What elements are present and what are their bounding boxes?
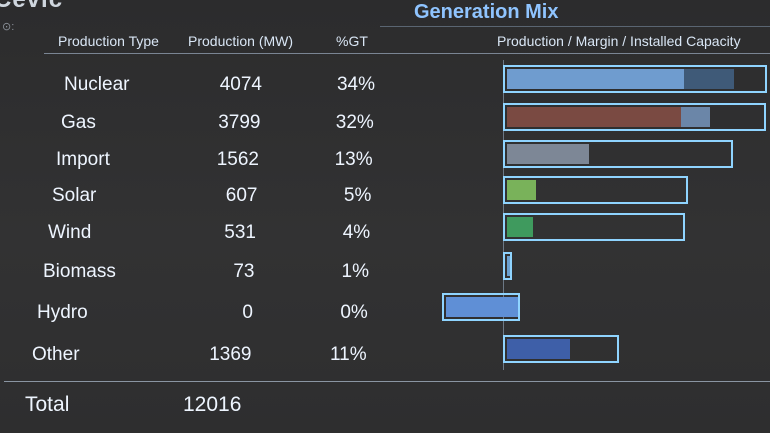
percent-gt-value: 4%	[342, 222, 371, 243]
production-mw-value: 607	[225, 185, 258, 206]
production-mw-value: 531	[224, 222, 256, 243]
production-mw-value: 4074	[219, 74, 262, 95]
table-row: Wind 531 4%	[0, 218, 770, 248]
production-type-label: Other	[32, 344, 80, 365]
column-header-percent-gt: %GT	[336, 33, 368, 49]
percent-gt-value: 0%	[340, 302, 368, 323]
percent-gt-value: 1%	[341, 261, 369, 282]
installed-capacity-bar	[503, 335, 619, 363]
table-row: Solar 607 5%	[0, 181, 770, 211]
production-bar	[507, 69, 684, 89]
production-bar	[507, 217, 533, 237]
production-bar	[507, 180, 536, 200]
production-bar	[446, 297, 518, 317]
percent-gt-value: 11%	[329, 344, 367, 365]
percent-gt-value: 32%	[335, 112, 374, 133]
production-type-label: Biomass	[43, 261, 116, 282]
installed-capacity-bar	[503, 213, 685, 241]
column-header-bars: Production / Margin / Installed Capacity	[497, 33, 741, 49]
production-mw-value: 1369	[209, 344, 252, 365]
production-bar	[507, 256, 510, 276]
brand-logo: Cevic	[0, 0, 63, 14]
table-row: Hydro 0 0%	[0, 298, 770, 328]
table-row: Biomass 73 1%	[0, 257, 770, 287]
installed-capacity-bar	[503, 140, 733, 168]
header-divider	[44, 53, 770, 54]
production-bar	[507, 339, 570, 359]
production-type-label: Import	[56, 149, 110, 170]
production-mw-value: 73	[233, 261, 255, 282]
percent-gt-value: 5%	[343, 185, 372, 206]
production-mw-value: 3799	[218, 112, 261, 133]
production-bar	[507, 107, 681, 127]
title-divider	[380, 26, 770, 27]
total-label: Total	[25, 393, 70, 416]
production-type-label: Nuclear	[64, 74, 130, 95]
production-bar	[507, 144, 589, 164]
installed-capacity-bar	[442, 293, 520, 321]
production-type-label: Gas	[61, 112, 96, 133]
table-row: Nuclear 4074 34%	[0, 70, 770, 100]
production-type-label: Solar	[52, 185, 97, 206]
percent-gt-value: 34%	[336, 74, 375, 95]
table-row: Gas 3799 32%	[0, 108, 770, 138]
installed-capacity-bar	[503, 252, 512, 280]
installed-capacity-bar	[503, 103, 766, 131]
production-type-label: Wind	[48, 222, 92, 243]
column-header-production-mw: Production (MW)	[188, 33, 294, 49]
percent-gt-value: 13%	[334, 149, 373, 170]
production-mw-value: 1562	[216, 149, 259, 170]
table-row: Import 1562 13%	[0, 145, 770, 175]
corner-glyph: ⊙:	[2, 21, 15, 33]
production-mw-value: 0	[242, 302, 253, 323]
table-row: Other 1369 11%	[0, 340, 770, 370]
production-type-label: Hydro	[37, 302, 88, 323]
installed-capacity-bar	[503, 176, 688, 204]
total-mw-value: 12016	[183, 393, 242, 416]
page-title: Generation Mix	[414, 1, 559, 23]
installed-capacity-bar	[503, 65, 767, 93]
total-divider	[4, 381, 770, 382]
column-header-production-type: Production Type	[58, 33, 159, 49]
